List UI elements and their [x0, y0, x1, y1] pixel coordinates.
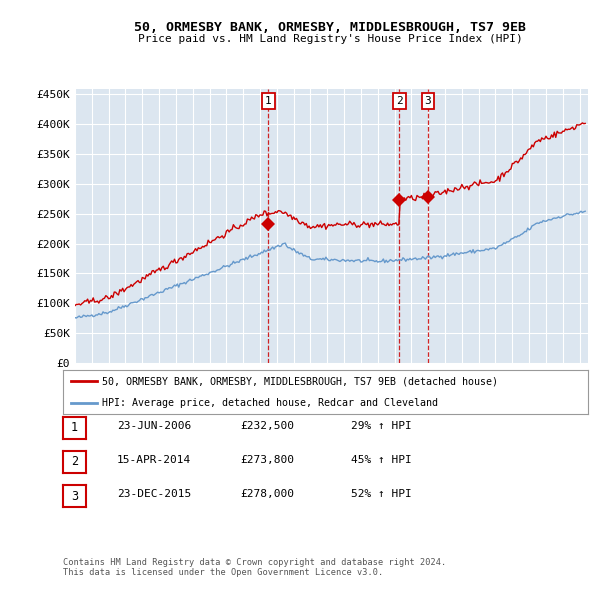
Text: 1: 1	[71, 421, 78, 434]
Text: Price paid vs. HM Land Registry's House Price Index (HPI): Price paid vs. HM Land Registry's House …	[137, 34, 523, 44]
Text: £232,500: £232,500	[240, 421, 294, 431]
Text: 50, ORMESBY BANK, ORMESBY, MIDDLESBROUGH, TS7 9EB (detached house): 50, ORMESBY BANK, ORMESBY, MIDDLESBROUGH…	[103, 376, 499, 386]
Text: 1: 1	[265, 96, 272, 106]
Text: 2: 2	[71, 455, 78, 468]
Text: 3: 3	[425, 96, 431, 106]
Text: 45% ↑ HPI: 45% ↑ HPI	[351, 455, 412, 465]
Text: 50, ORMESBY BANK, ORMESBY, MIDDLESBROUGH, TS7 9EB: 50, ORMESBY BANK, ORMESBY, MIDDLESBROUGH…	[134, 21, 526, 34]
Text: HPI: Average price, detached house, Redcar and Cleveland: HPI: Average price, detached house, Redc…	[103, 398, 439, 408]
Text: 52% ↑ HPI: 52% ↑ HPI	[351, 490, 412, 499]
Text: This data is licensed under the Open Government Licence v3.0.: This data is licensed under the Open Gov…	[63, 568, 383, 577]
Text: £278,000: £278,000	[240, 490, 294, 499]
Text: 29% ↑ HPI: 29% ↑ HPI	[351, 421, 412, 431]
Text: 3: 3	[71, 490, 78, 503]
Text: 23-DEC-2015: 23-DEC-2015	[117, 490, 191, 499]
Text: £273,800: £273,800	[240, 455, 294, 465]
Text: 15-APR-2014: 15-APR-2014	[117, 455, 191, 465]
Text: 23-JUN-2006: 23-JUN-2006	[117, 421, 191, 431]
Text: Contains HM Land Registry data © Crown copyright and database right 2024.: Contains HM Land Registry data © Crown c…	[63, 558, 446, 567]
Text: 2: 2	[396, 96, 403, 106]
